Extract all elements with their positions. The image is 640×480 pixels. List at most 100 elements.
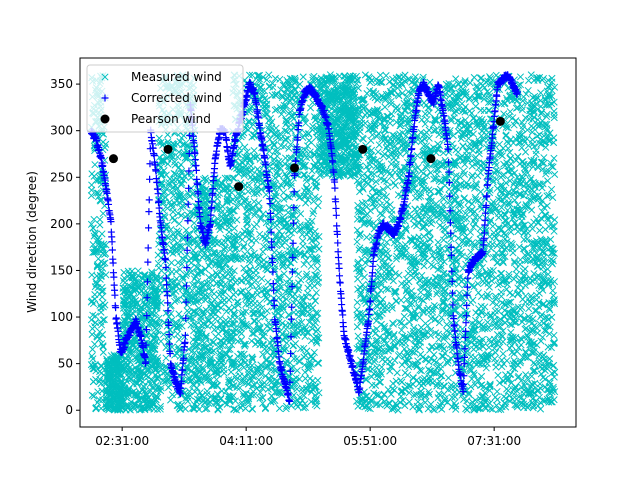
measured-wind-point	[382, 72, 390, 80]
measured-wind-point	[429, 262, 437, 270]
measured-wind-point	[268, 392, 276, 400]
measured-wind-point	[129, 366, 137, 374]
measured-wind-point	[382, 302, 391, 310]
measured-wind-point	[252, 267, 260, 275]
measured-wind-point	[105, 404, 113, 412]
measured-wind-point	[92, 376, 100, 384]
measured-wind-point	[220, 296, 228, 304]
measured-wind-point	[275, 404, 284, 412]
measured-wind-point	[353, 298, 361, 307]
measured-wind-point	[91, 229, 99, 237]
measured-wind-point	[122, 301, 130, 309]
measured-wind-point	[270, 141, 278, 149]
measured-wind-series	[87, 71, 559, 414]
measured-wind-point	[129, 340, 137, 348]
measured-wind-point	[114, 391, 122, 399]
measured-wind-point	[134, 282, 142, 290]
measured-wind-point	[371, 203, 379, 211]
measured-wind-point	[368, 365, 376, 373]
measured-wind-point	[153, 300, 161, 308]
measured-wind-point	[353, 238, 361, 246]
measured-wind-point	[123, 300, 131, 308]
measured-wind-point	[120, 268, 128, 277]
measured-wind-point	[401, 402, 409, 410]
measured-wind-point	[150, 286, 158, 294]
measured-wind-point	[391, 356, 399, 365]
measured-wind-point	[169, 208, 177, 216]
measured-wind-point	[383, 177, 391, 185]
measured-wind-point	[299, 73, 307, 81]
measured-wind-point	[353, 323, 361, 331]
measured-wind-point	[143, 332, 151, 340]
measured-wind-point	[91, 161, 99, 169]
measured-wind-point	[126, 349, 134, 357]
measured-wind-point	[278, 242, 286, 250]
measured-wind-point	[280, 270, 288, 278]
measured-wind-point	[192, 272, 200, 280]
measured-wind-point	[137, 358, 145, 366]
measured-wind-point	[130, 285, 138, 293]
measured-wind-point	[149, 356, 157, 364]
measured-wind-point	[376, 368, 384, 376]
measured-wind-point	[90, 215, 98, 223]
measured-wind-point	[164, 383, 173, 391]
measured-wind-point	[413, 152, 421, 160]
measured-wind-point	[106, 359, 114, 367]
measured-wind-point	[237, 360, 245, 368]
measured-wind-point	[99, 250, 107, 258]
measured-wind-point	[137, 367, 145, 376]
measured-wind-point	[286, 234, 294, 242]
measured-wind-point	[121, 286, 129, 294]
measured-wind-point	[87, 192, 95, 200]
measured-wind-point	[287, 229, 295, 237]
measured-wind-point	[402, 224, 410, 232]
measured-wind-point	[210, 290, 218, 298]
measured-wind-point	[99, 343, 107, 351]
measured-wind-point	[149, 310, 157, 318]
measured-wind-point	[296, 358, 304, 366]
measured-wind-point	[281, 154, 290, 162]
measured-wind-point	[276, 75, 284, 83]
measured-wind-point	[154, 327, 162, 335]
measured-wind-point	[359, 104, 367, 112]
measured-wind-point	[312, 327, 320, 336]
measured-wind-point	[109, 389, 117, 397]
measured-wind-point	[420, 232, 428, 240]
measured-wind-point	[250, 147, 258, 155]
measured-wind-point	[235, 150, 243, 158]
measured-wind-point	[124, 293, 132, 301]
measured-wind-point	[250, 223, 258, 231]
measured-wind-point	[129, 298, 137, 306]
measured-wind-point	[295, 279, 303, 287]
measured-wind-point	[132, 275, 140, 283]
measured-wind-point	[151, 292, 159, 300]
measured-wind-point	[147, 331, 155, 339]
measured-wind-point	[216, 314, 224, 323]
measured-wind-point	[214, 330, 223, 338]
measured-wind-point	[223, 307, 231, 315]
measured-wind-point	[113, 355, 121, 363]
measured-wind-point	[266, 153, 274, 161]
measured-wind-point	[116, 370, 125, 378]
measured-wind-point	[129, 380, 137, 388]
measured-wind-point	[148, 342, 156, 350]
measured-wind-point	[388, 385, 397, 393]
measured-wind-point	[305, 130, 313, 138]
measured-wind-point	[409, 374, 417, 382]
measured-wind-point	[376, 210, 384, 218]
measured-wind-point	[375, 141, 383, 149]
measured-wind-point	[106, 378, 115, 386]
measured-wind-point	[215, 356, 223, 364]
measured-wind-point	[134, 379, 142, 387]
measured-wind-point	[229, 291, 238, 299]
measured-wind-point	[138, 404, 146, 412]
measured-wind-point	[136, 282, 144, 290]
measured-wind-point	[125, 402, 133, 410]
measured-wind-point	[97, 268, 105, 276]
measured-wind-point	[237, 289, 245, 297]
measured-wind-point	[101, 259, 109, 267]
measured-wind-point	[119, 324, 127, 332]
measured-wind-point	[180, 132, 188, 140]
measured-wind-point	[250, 317, 258, 325]
measured-wind-point	[139, 382, 147, 390]
